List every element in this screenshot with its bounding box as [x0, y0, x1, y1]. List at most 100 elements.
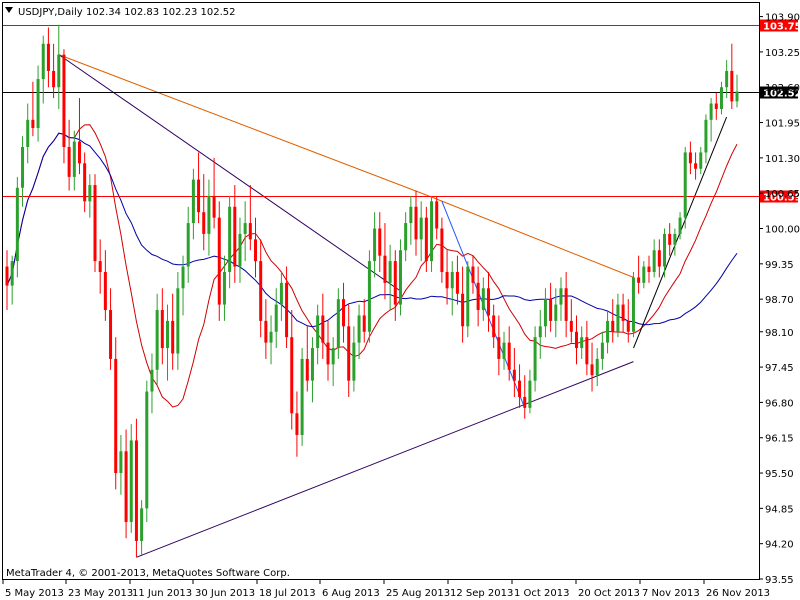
candle-body: [497, 337, 501, 359]
candle-body: [373, 228, 377, 262]
candle-body: [233, 206, 237, 267]
candle-body: [699, 152, 703, 169]
candle-body: [367, 261, 371, 332]
candle-body: [269, 331, 273, 343]
candle-body: [409, 206, 413, 224]
price-tag-label: 102.52: [763, 89, 800, 100]
y-tick-label: 95.50: [765, 469, 794, 480]
candle-body: [259, 261, 263, 321]
candle-body: [616, 304, 620, 332]
candle-body: [150, 369, 154, 392]
candle-body: [476, 282, 480, 311]
y-tick-label: 98.10: [765, 328, 794, 339]
x-tick-label: 26 Nov 2013: [706, 588, 770, 599]
candle-body: [88, 185, 92, 202]
candle-body: [155, 310, 159, 370]
candle-body: [719, 87, 723, 109]
candle-body: [5, 266, 9, 286]
candle-body: [331, 348, 335, 365]
candle-body: [347, 326, 351, 381]
candle-body: [165, 320, 169, 349]
candle-body: [414, 206, 418, 240]
candle-body: [300, 358, 304, 435]
candle-body: [595, 358, 599, 376]
moving-averages: [6, 124, 738, 408]
candle-body: [502, 342, 506, 359]
candle-body: [197, 179, 201, 213]
y-tick-label: 103.25: [765, 48, 800, 59]
candle-body: [388, 261, 392, 283]
candle-body: [295, 413, 299, 435]
price-tag-label: 103.75: [763, 22, 800, 33]
candle-body: [533, 337, 537, 381]
ohlc-values: 102.34 102.83 102.23 102.52: [86, 7, 236, 18]
y-tick-label: 97.45: [765, 363, 794, 374]
candle-body: [419, 217, 423, 240]
candle-body: [15, 187, 19, 262]
chart-frame: [2, 2, 760, 580]
candle-body: [114, 358, 118, 474]
candle-body: [72, 141, 76, 177]
ma-slow-line: [6, 132, 738, 328]
candle-body: [41, 43, 45, 80]
y-tick-label: 93.55: [765, 575, 794, 586]
candle-body: [398, 250, 402, 305]
y-tick-label: 96.80: [765, 398, 794, 409]
candle-body: [134, 440, 138, 541]
candle-body: [316, 315, 320, 349]
candle-body: [176, 288, 180, 354]
x-tick-label: 18 Jul 2013: [259, 588, 316, 599]
candle-body: [264, 320, 268, 343]
candle-body: [357, 315, 361, 343]
candle-body: [492, 315, 496, 338]
candle-body: [62, 54, 66, 147]
candle-body: [352, 342, 356, 381]
candle-body: [445, 271, 449, 289]
candle-body: [709, 103, 713, 120]
candle-body: [580, 337, 584, 349]
x-tick-label: 1 Oct 2013: [514, 588, 569, 599]
candle-body: [424, 217, 428, 262]
candle-body: [222, 271, 226, 305]
price-tag-current: [760, 86, 798, 99]
candle-body: [181, 266, 185, 289]
candle-body: [186, 223, 190, 267]
candle-body: [336, 299, 340, 349]
candlesticks: [5, 24, 739, 558]
y-tick-label: 101.30: [765, 154, 800, 165]
horizontal-levels: 103.75 102.52 100.59: [3, 19, 800, 204]
candle-body: [585, 337, 589, 365]
candle-body: [326, 342, 330, 365]
candle-body: [290, 337, 294, 414]
candle-body: [404, 223, 408, 251]
candle-body: [46, 43, 50, 71]
x-tick-label: 7 Nov 2013: [642, 588, 700, 599]
candle-body: [694, 163, 698, 169]
candle-body: [274, 304, 278, 332]
candle-body: [140, 508, 144, 541]
y-tick-label: 103.90: [765, 13, 800, 24]
candle-body: [518, 380, 522, 397]
candle-body: [657, 250, 661, 267]
x-tick-label: 30 Jun 2013: [195, 588, 255, 599]
x-tick-label: 5 May 2013: [5, 588, 64, 599]
candle-body: [160, 310, 164, 349]
candle-body: [450, 271, 454, 289]
candle-body: [10, 261, 14, 286]
candle-body: [109, 310, 113, 359]
candle-body: [637, 277, 641, 283]
candle-body: [730, 70, 734, 102]
candle-body: [440, 228, 444, 272]
y-tick-label: 94.85: [765, 504, 794, 515]
candle-body: [129, 440, 133, 522]
price-tag-label: 100.59: [763, 193, 800, 204]
candle-body: [305, 358, 309, 381]
candle-body: [77, 141, 81, 164]
candle-body: [543, 299, 547, 327]
candle-body: [217, 217, 221, 305]
candle-body: [461, 293, 465, 327]
candle-body: [393, 261, 397, 305]
candle-body: [207, 195, 211, 234]
candle-body: [430, 201, 434, 262]
